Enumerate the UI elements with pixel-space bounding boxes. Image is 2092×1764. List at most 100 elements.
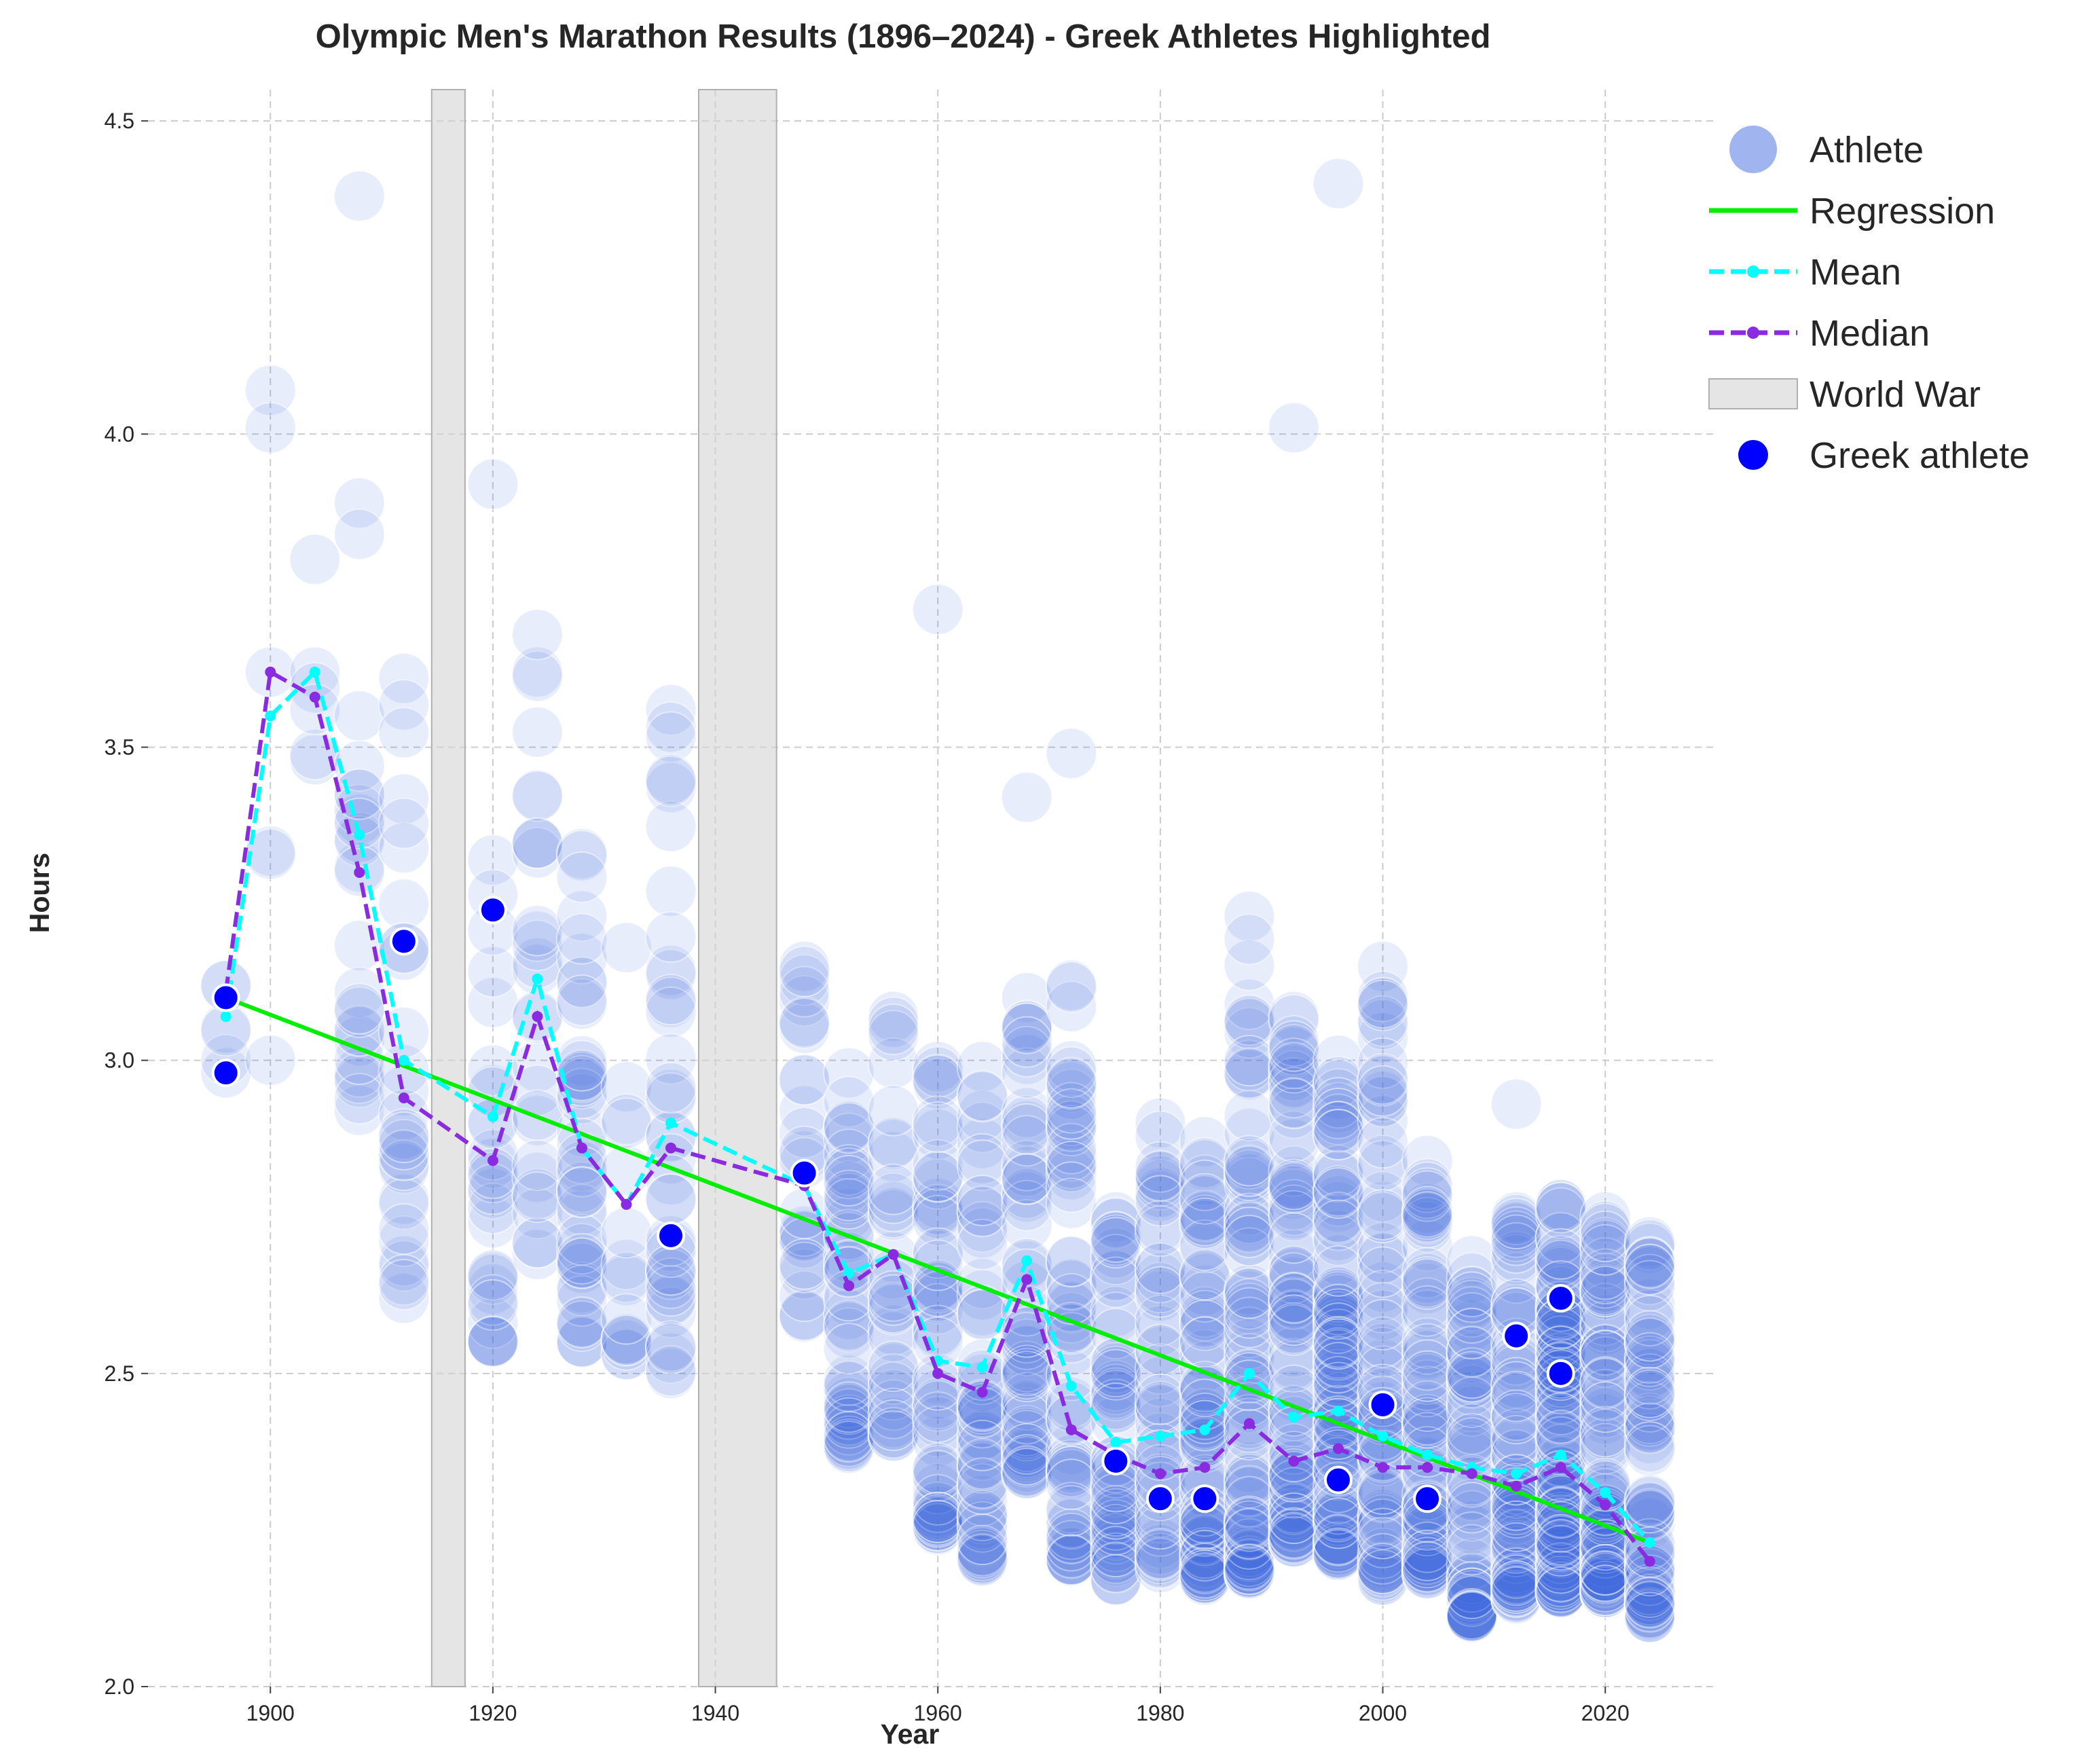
athlete-point xyxy=(1045,1349,1097,1401)
athlete-point xyxy=(867,1004,919,1056)
athlete-point xyxy=(378,773,430,825)
athlete-point xyxy=(555,974,608,1027)
athlete-point xyxy=(1446,1590,1498,1642)
athlete-point xyxy=(645,1345,697,1397)
athlete-point xyxy=(1357,1507,1409,1560)
athlete-point xyxy=(378,707,430,759)
median-marker xyxy=(932,1367,944,1379)
athlete-point xyxy=(1312,1167,1364,1219)
athlete-point xyxy=(555,1166,608,1218)
athlete-point xyxy=(1001,1199,1053,1251)
athlete-point xyxy=(1623,1402,1676,1454)
athlete-point xyxy=(1001,1344,1053,1397)
athlete-point xyxy=(1090,1234,1142,1286)
mean-marker xyxy=(354,829,365,841)
mean-marker xyxy=(1422,1449,1433,1460)
athlete-point xyxy=(1268,1078,1320,1130)
athlete-point xyxy=(912,1139,964,1191)
legend-war-patch xyxy=(1708,378,1798,409)
athlete-point xyxy=(823,1354,875,1406)
legend-mean-marker xyxy=(1747,265,1759,278)
athlete-point xyxy=(378,1111,430,1164)
athlete-point xyxy=(912,1108,964,1160)
athlete-point xyxy=(867,1180,919,1232)
athlete-point xyxy=(1446,1286,1498,1338)
legend-item: Athlete xyxy=(1729,126,1924,173)
athlete-point xyxy=(1045,1088,1097,1140)
athlete-point xyxy=(1446,1553,1498,1605)
athlete-point xyxy=(956,1118,1008,1170)
athlete-point xyxy=(645,711,697,763)
legend-median-marker xyxy=(1747,327,1759,339)
x-tick-label: 2000 xyxy=(1359,1701,1407,1725)
median-marker xyxy=(309,691,320,703)
athlete-point xyxy=(912,1442,964,1494)
athlete-point xyxy=(1090,1197,1142,1249)
athlete-point xyxy=(1312,1055,1364,1107)
athlete-point xyxy=(1312,1318,1364,1370)
athlete-point xyxy=(1223,1206,1275,1258)
athlete-layer xyxy=(200,158,1676,1644)
athlete-point xyxy=(912,1500,964,1552)
athlete-point xyxy=(778,1270,830,1323)
athlete-point xyxy=(1535,1392,1587,1444)
athlete-point xyxy=(645,801,697,853)
athlete-point xyxy=(511,650,564,703)
athlete-point xyxy=(378,679,430,731)
athlete-point xyxy=(1045,1068,1097,1120)
mean-marker xyxy=(265,710,276,722)
athlete-point xyxy=(511,706,564,758)
athlete-point xyxy=(867,1399,919,1452)
athlete-point xyxy=(1401,1541,1454,1593)
athlete-point xyxy=(511,943,564,995)
athlete-point xyxy=(289,533,341,585)
athlete-point xyxy=(378,653,430,705)
athlete-point xyxy=(1268,1020,1320,1072)
athlete-point xyxy=(645,1257,697,1309)
y-axis-label: Hours xyxy=(24,853,55,933)
athlete-point xyxy=(555,932,608,985)
athlete-point xyxy=(1045,980,1097,1033)
athlete-point xyxy=(1223,890,1275,942)
athlete-point xyxy=(1134,1097,1186,1149)
athlete-point xyxy=(1001,1016,1053,1068)
mean-marker xyxy=(1555,1449,1566,1460)
athlete-point xyxy=(1312,1214,1364,1266)
legend-label: World War xyxy=(1810,374,1981,415)
athlete-point xyxy=(1268,1245,1320,1298)
median-marker xyxy=(354,866,365,878)
athlete-point xyxy=(1446,1364,1498,1416)
athlete-point xyxy=(1446,1234,1498,1287)
median-marker xyxy=(1332,1443,1344,1454)
athlete-point xyxy=(912,1239,964,1291)
x-tick-label: 1960 xyxy=(914,1701,962,1725)
athlete-point xyxy=(333,690,386,742)
median-marker xyxy=(1243,1418,1255,1429)
athlete-point xyxy=(1401,1529,1454,1581)
athlete-point xyxy=(1312,1497,1364,1549)
line-layer xyxy=(220,666,1655,1567)
athlete-point xyxy=(867,1387,919,1439)
athlete-point xyxy=(466,1249,519,1301)
mean-marker xyxy=(220,1011,232,1023)
athlete-point xyxy=(555,956,608,1008)
athlete-point xyxy=(1090,1217,1142,1269)
athlete-point xyxy=(511,608,564,661)
athlete-point xyxy=(555,1264,608,1317)
y-tick-label: 3.0 xyxy=(105,1048,134,1073)
median-line xyxy=(223,669,1652,1563)
athlete-point xyxy=(378,1129,430,1181)
greek-athlete-point xyxy=(1101,1446,1131,1475)
y-tick-label: 4.0 xyxy=(105,422,134,446)
athlete-point xyxy=(466,946,519,998)
athlete-point xyxy=(956,1501,1008,1553)
athlete-point xyxy=(1179,1116,1231,1168)
athlete-point xyxy=(1357,1095,1409,1147)
greek-athlete-point xyxy=(478,896,507,925)
median-marker xyxy=(843,1280,855,1291)
athlete-point xyxy=(956,1218,1008,1270)
athlete-point xyxy=(1045,1485,1097,1537)
athlete-point xyxy=(1446,1291,1498,1344)
athlete-point xyxy=(912,1194,964,1247)
athlete-point xyxy=(1134,1110,1186,1162)
